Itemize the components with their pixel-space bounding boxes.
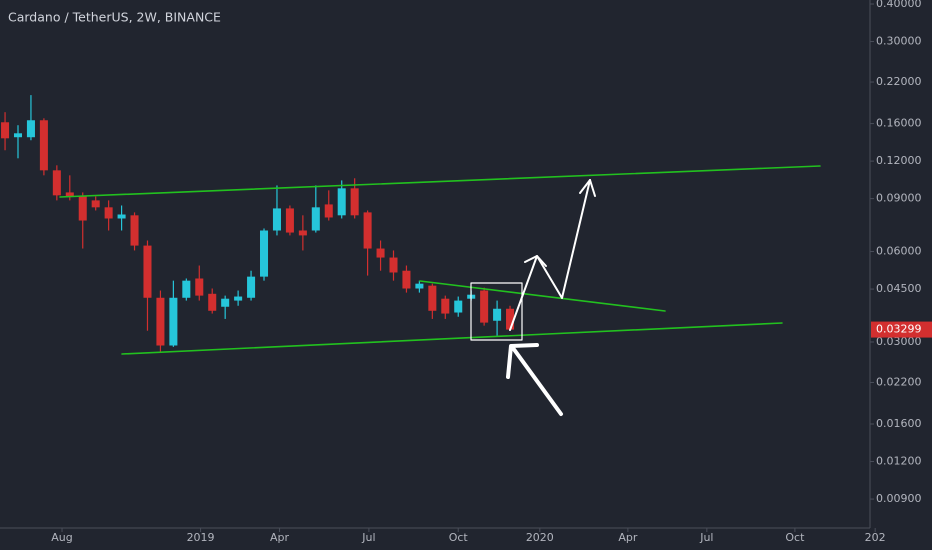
- candle-body: [285, 208, 294, 233]
- highlight-box: [470, 282, 523, 341]
- candle-body: [480, 290, 489, 323]
- x-tick-label: Jul: [699, 531, 713, 544]
- candle-body: [350, 188, 359, 216]
- x-tick-label: Aug: [51, 531, 72, 544]
- x-tick-label: Jul: [361, 531, 375, 544]
- candle-body: [234, 296, 243, 301]
- candle-body: [156, 297, 165, 346]
- candle-body: [169, 297, 178, 346]
- candle-body: [182, 280, 191, 298]
- candle-body: [389, 257, 398, 273]
- candle-body: [130, 215, 139, 246]
- candle-body: [104, 207, 113, 219]
- trend-line: [121, 322, 783, 355]
- y-tick-label: 0.06000: [876, 245, 922, 258]
- candle-body: [402, 270, 411, 289]
- arrow-head: [579, 179, 596, 197]
- candle-body: [337, 188, 346, 216]
- pointer-arrow: [511, 346, 563, 416]
- trend-line: [419, 280, 666, 312]
- candle-body: [117, 214, 126, 219]
- x-tick-label: 2019: [187, 531, 215, 544]
- candle-body: [208, 293, 217, 311]
- trend-line: [59, 165, 821, 198]
- candle-body: [506, 308, 515, 330]
- y-tick-label: 0.22000: [876, 75, 922, 88]
- candle-body: [52, 170, 61, 196]
- x-tick-label: Apr: [270, 531, 290, 544]
- drawings: [59, 165, 821, 416]
- x-tick-label: Apr: [618, 531, 638, 544]
- projection-arrow: [509, 179, 591, 331]
- last-price-box: [871, 321, 932, 338]
- candle-body: [65, 192, 74, 197]
- candle-body: [247, 276, 256, 298]
- candle-body: [298, 230, 307, 236]
- candle-body: [13, 133, 23, 138]
- candle-body: [454, 300, 463, 313]
- x-tick-label: 202: [865, 531, 886, 544]
- plot-area: [1, 95, 515, 353]
- candle-body: [260, 230, 269, 277]
- y-tick-label: 0.16000: [876, 117, 922, 130]
- candle-body: [143, 245, 152, 298]
- y-tick-label: 0.02200: [876, 375, 922, 388]
- candle-body: [221, 298, 230, 307]
- y-tick-label: 0.01200: [876, 455, 922, 468]
- candle-body: [311, 207, 320, 231]
- arrow-head: [506, 343, 539, 379]
- y-tick-label: 0.12000: [876, 154, 922, 167]
- candle-body: [26, 120, 35, 138]
- candle-body: [441, 298, 450, 314]
- y-tick-label: 0.40000: [876, 0, 922, 10]
- candle-body: [1, 122, 10, 139]
- y-tick-label: 0.09000: [876, 192, 922, 205]
- candle-body: [324, 204, 333, 218]
- candle-body: [39, 120, 48, 171]
- x-tick-label: Oct: [785, 531, 805, 544]
- candle-body: [272, 208, 281, 231]
- candle-body: [376, 248, 385, 258]
- candle-body: [493, 308, 502, 321]
- arrow-head: [524, 255, 547, 267]
- x-tick-label: 2020: [526, 531, 554, 544]
- candle-body: [363, 212, 372, 249]
- y-tick-label: 0.30000: [876, 35, 922, 48]
- y-tick-label: 0.04500: [876, 282, 922, 295]
- chart-title: Cardano / TetherUS, 2W, BINANCE: [8, 10, 221, 25]
- y-tick-label: 0.00900: [876, 492, 922, 505]
- y-tick-label: 0.03000: [876, 335, 922, 348]
- candle-body: [415, 283, 424, 289]
- candle-body: [428, 285, 437, 311]
- last-price-label: 0.03299: [876, 323, 922, 336]
- candle-body: [78, 196, 87, 221]
- candle-body: [91, 200, 100, 208]
- x-tick-label: Oct: [449, 531, 469, 544]
- y-tick-label: 0.01600: [876, 417, 922, 430]
- candle-body: [195, 278, 204, 296]
